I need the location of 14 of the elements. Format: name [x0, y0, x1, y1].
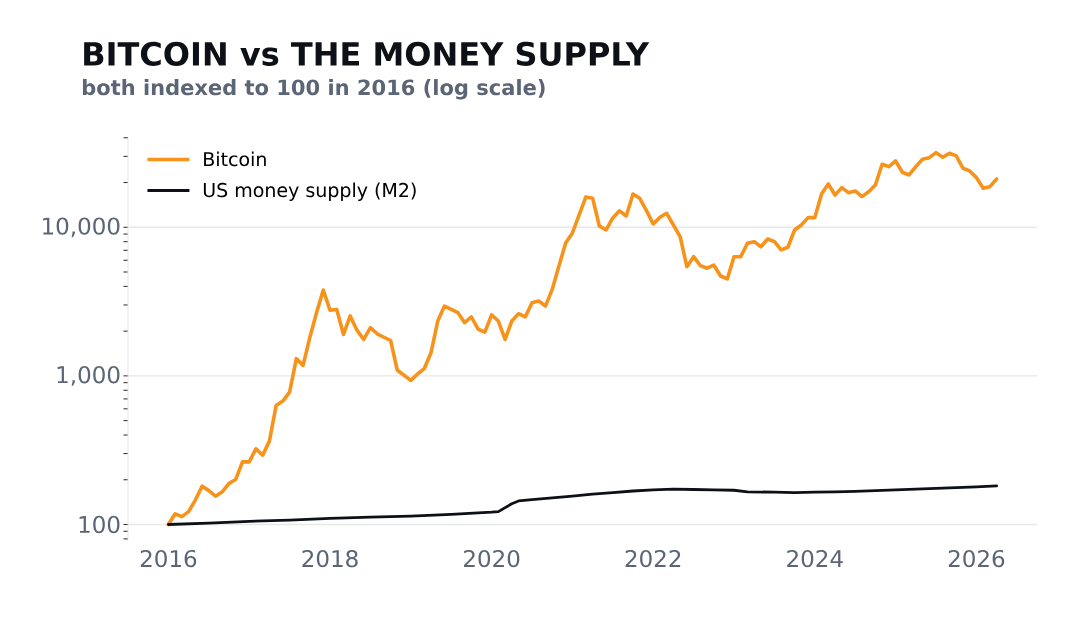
- x-tick-label: 2018: [302, 549, 358, 568]
- y-tick-label: 10,000: [43, 217, 120, 238]
- x-tick-label: 2020: [464, 549, 520, 568]
- legend-label: Bitcoin: [204, 151, 266, 167]
- x-tick-label: 2024: [787, 549, 843, 568]
- x-tick-label: 2016: [140, 549, 197, 568]
- chart-subtitle: both indexed to 100 in 2016 (log scale): [82, 79, 545, 100]
- y-tick-label: 100: [79, 515, 120, 534]
- line-series: [167, 484, 999, 526]
- x-tick-label: 2026: [948, 549, 1005, 568]
- y-tick-label: 1,000: [57, 366, 120, 386]
- legend-label: US money supply (M2): [203, 182, 416, 201]
- chart-title: BITCOIN vs THE MONEY SUPPLY: [84, 41, 650, 66]
- x-tick-label: 2022: [625, 549, 681, 568]
